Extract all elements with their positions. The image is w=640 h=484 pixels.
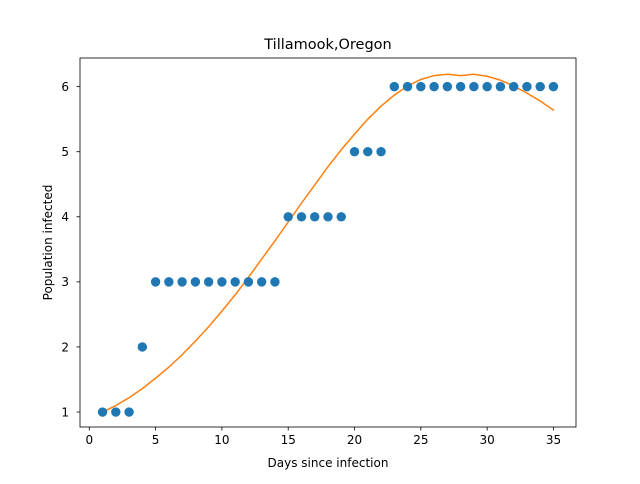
axes-frame xyxy=(79,57,577,428)
x-tick-label: 0 xyxy=(85,433,93,447)
fit-curve-line xyxy=(101,73,555,413)
y-tick-label: 6 xyxy=(61,80,69,94)
y-tick-label: 2 xyxy=(61,340,69,354)
data-point xyxy=(177,277,187,287)
x-tick-label: 15 xyxy=(281,433,296,447)
data-point xyxy=(217,277,227,287)
data-point xyxy=(363,147,373,157)
data-point xyxy=(97,407,108,417)
x-tick-label: 10 xyxy=(214,433,229,447)
x-tick-label: 25 xyxy=(413,433,428,447)
chart-title: Tillamook,Oregon xyxy=(263,37,392,53)
data-point xyxy=(469,81,479,92)
data-point xyxy=(283,212,293,222)
data-point xyxy=(243,277,254,287)
data-point xyxy=(402,81,413,92)
data-point xyxy=(203,277,214,287)
data-point xyxy=(442,81,453,92)
x-tick-label: 30 xyxy=(480,433,495,447)
plot-area xyxy=(97,73,559,417)
data-point xyxy=(296,212,307,222)
data-point xyxy=(150,277,161,287)
data-point xyxy=(376,147,386,157)
y-tick-label: 1 xyxy=(61,405,69,419)
data-point xyxy=(416,81,426,92)
x-tick-label: 20 xyxy=(347,433,362,447)
data-point xyxy=(482,81,492,92)
data-point xyxy=(535,81,545,92)
y-tick-label: 3 xyxy=(61,275,69,289)
y-tick-label: 5 xyxy=(61,145,69,159)
y-axis-label: Population infected xyxy=(41,185,55,301)
x-axis: 0 5 10 15 20 25 30 35 xyxy=(85,427,561,447)
data-point xyxy=(349,147,360,157)
data-point xyxy=(137,342,148,352)
data-point xyxy=(336,212,346,222)
data-point xyxy=(522,81,532,92)
y-axis: 1 2 3 4 5 6 xyxy=(61,80,80,419)
x-axis-label: Days since infection xyxy=(268,456,389,470)
data-point xyxy=(164,277,174,287)
data-point xyxy=(270,277,280,287)
data-point xyxy=(111,407,121,417)
data-point xyxy=(455,81,466,92)
x-tick-label: 5 xyxy=(152,433,160,447)
data-point xyxy=(429,81,439,92)
data-point xyxy=(389,81,400,92)
x-tick-label: 35 xyxy=(546,433,561,447)
data-point xyxy=(310,212,320,222)
data-point xyxy=(190,277,201,287)
data-point xyxy=(548,81,559,92)
data-point xyxy=(508,81,519,92)
data-point xyxy=(230,277,240,287)
data-point xyxy=(256,277,267,287)
data-point xyxy=(495,81,506,92)
data-point xyxy=(124,407,134,417)
data-point xyxy=(323,212,333,222)
y-tick-label: 4 xyxy=(61,210,69,224)
